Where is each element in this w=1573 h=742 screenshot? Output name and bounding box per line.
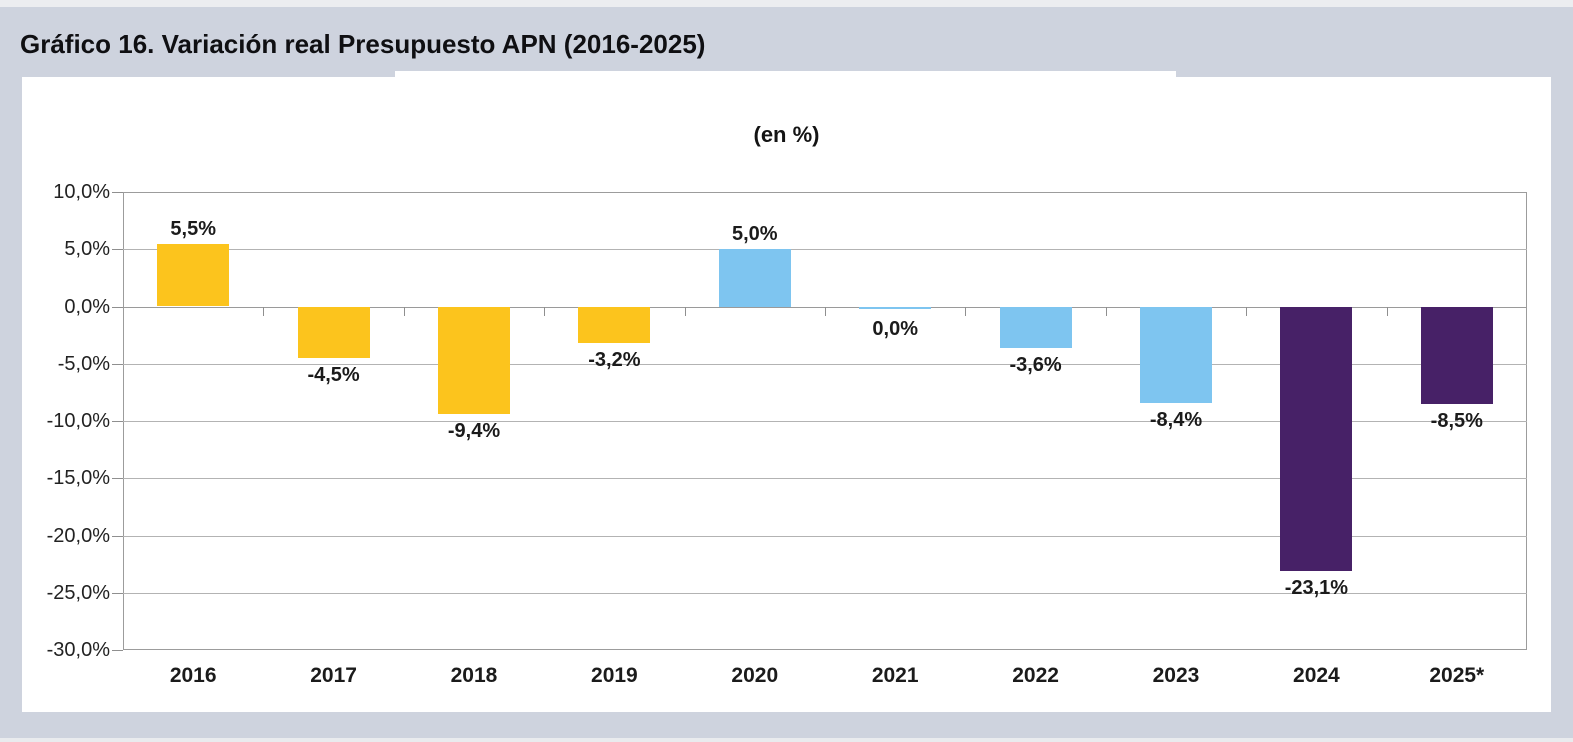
gridline (123, 535, 1527, 537)
gridline (123, 249, 1527, 251)
gridline (123, 421, 1527, 422)
y-axis-tick (112, 650, 123, 651)
category-axis-tick (544, 306, 546, 316)
category-axis-tick (965, 306, 967, 316)
x-axis-tick-label: 2024 (1293, 664, 1340, 687)
chart-subtitle: (en %) (753, 122, 820, 147)
bar-2024 (1280, 306, 1353, 571)
category-axis-tick (825, 306, 826, 316)
chart-panel-notch (395, 71, 1176, 78)
y-axis-tick-label: 10,0% (53, 181, 110, 203)
y-axis-tick-label: 5,0% (64, 238, 110, 261)
y-axis-tick-label: 0,0% (64, 295, 110, 318)
gridline (123, 592, 1527, 594)
bar-2020 (718, 249, 791, 307)
y-axis-tick-label: -15,0% (46, 467, 110, 490)
category-axis-tick (263, 306, 265, 316)
bar-2018 (438, 306, 510, 415)
bar-value-label: -4,5% (307, 364, 360, 387)
bar-2023 (1140, 306, 1212, 403)
x-axis-tick-label: 2025* (1429, 664, 1485, 687)
y-axis-tick-label: -20,0% (46, 524, 110, 547)
bar-2021 (859, 306, 932, 309)
y-axis-tick (112, 192, 123, 193)
category-axis-tick (1386, 306, 1388, 316)
bar-2025* (1420, 306, 1493, 404)
category-axis-tick (1105, 306, 1107, 316)
y-axis-tick (112, 363, 123, 365)
bar-value-label: -8,4% (1149, 408, 1203, 431)
category-axis-tick (403, 306, 405, 316)
y-axis-tick-label: -10,0% (46, 410, 110, 432)
bar-2019 (578, 306, 651, 344)
x-axis-tick-label: 2018 (450, 664, 498, 687)
x-axis-tick-label: 2019 (591, 664, 638, 687)
bar-value-label: -23,1% (1284, 576, 1349, 599)
bar-value-label: -8,5% (1430, 409, 1483, 432)
bar-value-label: 5,5% (170, 217, 216, 240)
bar-2022 (999, 306, 1072, 348)
x-axis-tick-label: 2017 (310, 664, 357, 687)
x-axis-tick-label: 2016 (169, 664, 217, 687)
y-axis-tick-label: -5,0% (57, 352, 110, 375)
x-axis-tick-label: 2022 (1012, 664, 1059, 687)
top-strip (0, 0, 1573, 7)
bar-value-label: -3,6% (1009, 353, 1062, 376)
x-axis-tick-label: 2021 (871, 664, 919, 687)
gridline (123, 363, 1527, 365)
y-axis-tick (112, 478, 123, 480)
chart-heading: Gráfico 16. Variación real Presupuesto A… (20, 29, 706, 59)
bar-2017 (297, 306, 370, 359)
category-axis-tick (1246, 306, 1248, 316)
bar-value-label: -9,4% (447, 420, 501, 443)
y-axis-tick (112, 535, 123, 537)
x-axis-tick-label: 2020 (731, 664, 779, 687)
bottom-strip (0, 738, 1573, 742)
y-axis-tick-label: -25,0% (46, 581, 110, 604)
y-axis-tick (112, 592, 123, 594)
bar-value-label: 5,0% (732, 223, 778, 246)
gridline (123, 478, 1527, 480)
y-axis-tick-label: -30,0% (46, 639, 110, 661)
x-axis-tick-label: 2023 (1152, 664, 1200, 687)
category-axis-tick (684, 306, 686, 316)
bar-value-label: 0,0% (872, 317, 918, 340)
y-axis-tick (112, 306, 123, 308)
bar-2016 (157, 243, 230, 307)
y-axis-tick (112, 421, 123, 422)
bar-value-label: -3,2% (588, 349, 641, 372)
y-axis-tick (112, 249, 123, 251)
